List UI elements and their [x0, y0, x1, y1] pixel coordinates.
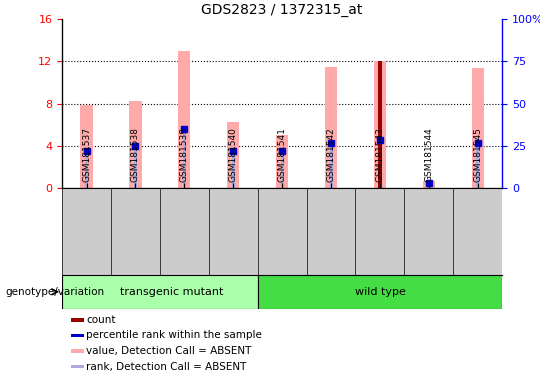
- Bar: [232, 151, 235, 188]
- Bar: [276, 136, 288, 188]
- Bar: [258, 275, 502, 309]
- Bar: [71, 349, 84, 353]
- Bar: [80, 105, 93, 188]
- Bar: [130, 101, 141, 188]
- Bar: [378, 61, 382, 188]
- Bar: [423, 181, 435, 188]
- Bar: [134, 146, 137, 188]
- Bar: [329, 143, 333, 188]
- Bar: [71, 334, 84, 337]
- Text: transgenic mutant: transgenic mutant: [120, 287, 224, 297]
- Text: genotype/variation: genotype/variation: [5, 287, 105, 297]
- Bar: [281, 151, 284, 188]
- Text: count: count: [86, 315, 116, 325]
- Bar: [379, 140, 381, 188]
- Bar: [471, 68, 484, 188]
- Bar: [62, 275, 258, 309]
- Bar: [476, 143, 479, 188]
- Bar: [427, 183, 430, 188]
- Bar: [374, 61, 386, 188]
- Text: value, Detection Call = ABSENT: value, Detection Call = ABSENT: [86, 346, 252, 356]
- Title: GDS2823 / 1372315_at: GDS2823 / 1372315_at: [201, 3, 363, 17]
- Bar: [227, 122, 239, 188]
- Text: wild type: wild type: [355, 287, 406, 297]
- Text: rank, Detection Call = ABSENT: rank, Detection Call = ABSENT: [86, 362, 247, 372]
- Bar: [71, 318, 84, 321]
- Bar: [183, 129, 186, 188]
- Bar: [325, 67, 337, 188]
- Bar: [85, 151, 88, 188]
- Text: percentile rank within the sample: percentile rank within the sample: [86, 330, 262, 340]
- Bar: [178, 51, 191, 188]
- Bar: [71, 365, 84, 368]
